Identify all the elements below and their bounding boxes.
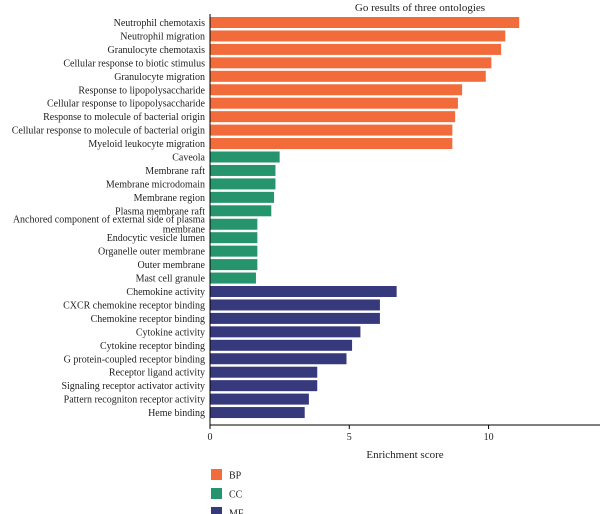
category-label-13: Membrane region: [134, 193, 205, 204]
bar-bp-6: [210, 97, 458, 109]
category-label-22: Chemokine receptor binding: [91, 314, 205, 325]
category-label-16: Endocytic vesicle lumen: [107, 233, 205, 244]
bar-bp-2: [210, 43, 502, 55]
bar-mf-23: [210, 326, 361, 338]
category-labels: Neutrophil chemotaxis Neutrophil migratio…: [12, 18, 206, 419]
bar-cc-17: [210, 245, 258, 257]
bar-bp-3: [210, 57, 492, 69]
bars-layer: [210, 17, 520, 419]
bar-cc-13: [210, 191, 275, 203]
legend-swatch-mf: [211, 507, 222, 514]
category-label-10: Caveola: [172, 153, 205, 164]
category-label-20: Chemokine activity: [126, 287, 205, 298]
bar-bp-4: [210, 70, 486, 82]
bar-mf-27: [210, 380, 318, 392]
category-label-19: Mast cell granule: [136, 274, 206, 285]
category-label-27: Signaling receptor activator activity: [61, 381, 205, 392]
bar-cc-11: [210, 164, 276, 176]
bar-cc-18: [210, 259, 258, 271]
bar-cc-10: [210, 151, 280, 163]
bar-mf-29: [210, 407, 305, 419]
bar-mf-25: [210, 353, 347, 365]
legend-swatch-cc: [211, 488, 222, 499]
bar-mf-21: [210, 299, 380, 311]
x-tick-label-5: 5: [347, 432, 352, 443]
category-label-14: Plasma membrane raft: [115, 206, 205, 217]
bar-mf-24: [210, 339, 353, 351]
x-axis-ticks: 0 5 10: [208, 425, 494, 443]
category-label-12: Membrane microdomain: [106, 179, 205, 190]
bar-bp-9: [210, 138, 453, 150]
x-tick-label-10: 10: [484, 432, 494, 443]
x-tick-label-0: 0: [208, 432, 213, 443]
category-label-25: G protein-coupled receptor binding: [64, 354, 205, 365]
category-label-1: Neutrophil migration: [120, 31, 205, 42]
category-label-11: Membrane raft: [145, 166, 205, 177]
category-label-5: Response to lipopolysaccharide: [78, 85, 205, 96]
chart-title: Go results of three ontologies: [355, 2, 485, 14]
category-label-29: Heme binding: [148, 408, 205, 419]
category-label-7: Response to molecule of bacterial origin: [43, 112, 205, 123]
category-label-23: Cytokine activity: [136, 327, 205, 338]
bar-mf-26: [210, 366, 318, 378]
category-label-9: Myeloid leukocyte migration: [88, 139, 205, 150]
bar-cc-14: [210, 205, 272, 217]
category-label-28: Pattern recogniton receptor activity: [64, 395, 205, 406]
category-label-2: Granulocyte chemotaxis: [108, 45, 206, 56]
legend-swatch-bp: [211, 469, 222, 480]
bar-mf-22: [210, 312, 380, 324]
bar-cc-15: [210, 218, 258, 230]
bar-bp-7: [210, 111, 456, 123]
bar-bp-5: [210, 84, 463, 96]
category-label-17: Organelle outer membrane: [98, 247, 206, 258]
bar-cc-16: [210, 232, 258, 244]
bar-bp-1: [210, 30, 506, 42]
x-axis-label: Enrichment score: [366, 449, 443, 461]
legend-label-cc: CC: [229, 490, 243, 501]
category-label-21: CXCR chemokine receptor binding: [63, 300, 205, 311]
category-label-26: Receptor ligand activity: [109, 368, 205, 379]
bar-cc-12: [210, 178, 276, 190]
category-label-15-line-1: membrane: [163, 224, 206, 235]
bar-cc-19: [210, 272, 256, 284]
bar-mf-28: [210, 393, 309, 405]
bar-bp-0: [210, 17, 520, 28]
legend-label-mf: MF: [229, 509, 244, 514]
bar-mf-20: [210, 286, 397, 297]
bar-bp-8: [210, 124, 453, 136]
category-label-24: Cytokine receptor binding: [100, 341, 205, 352]
category-label-8: Cellular response to molecule of bacteri…: [12, 126, 205, 137]
category-label-0: Neutrophil chemotaxis: [114, 18, 205, 29]
category-label-18: Outer membrane: [138, 260, 206, 271]
category-label-15-line-0: Anchored component of external side of p…: [13, 214, 206, 225]
legend-label-bp: BP: [229, 471, 242, 482]
category-label-3: Cellular response to biotic stimulus: [63, 58, 205, 69]
category-label-4: Granulocyte migration: [114, 72, 205, 83]
category-label-6: Cellular response to lipopolysaccharide: [47, 99, 206, 110]
legend: BP CC MF: [211, 469, 244, 514]
